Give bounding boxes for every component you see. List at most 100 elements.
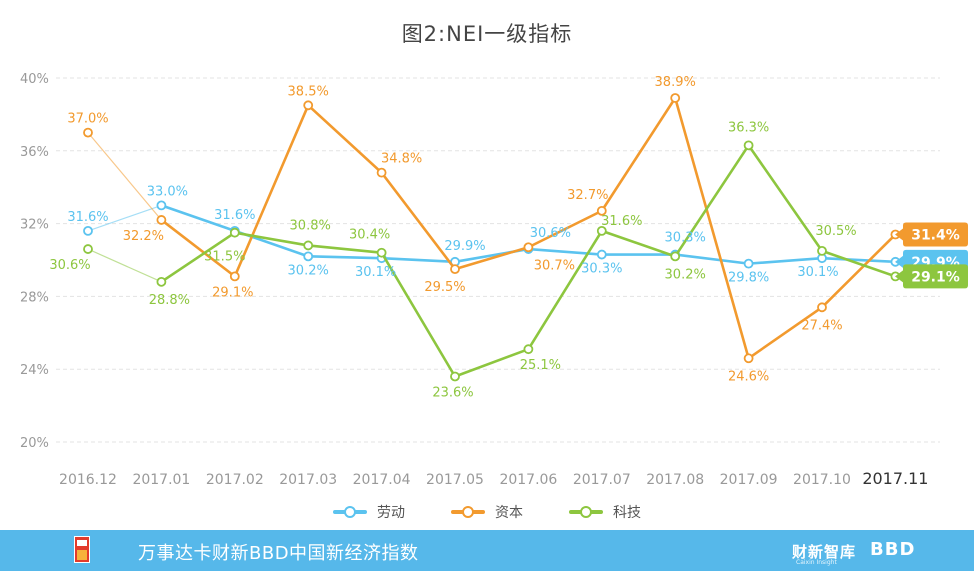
data-label: 30.6%: [530, 226, 571, 241]
chart-title: 图2:NEI一级指标: [401, 22, 573, 46]
series-line-segment: [380, 171, 457, 271]
series-line-segment: [380, 256, 457, 264]
legend-swatch-icon: [333, 506, 367, 518]
x-tick-label: 2016.12: [59, 472, 117, 488]
data-point: [450, 371, 460, 382]
data-point: [596, 249, 607, 260]
data-point: [817, 302, 827, 313]
caixin-insight-subtitle: Caixin Insight: [796, 559, 837, 566]
caixin-insight-logo: 财新智库: [792, 543, 857, 561]
end-tag-badge: [895, 264, 968, 289]
data-point: [523, 242, 534, 253]
data-label: 30.1%: [355, 265, 396, 280]
legend-swatch-icon: [569, 506, 603, 518]
footer-bar: 万事达卡财新BBD中国新经济指数 财新智库 Caixin Insight BBD: [0, 530, 974, 571]
grid-layer: [56, 77, 940, 443]
data-point: [303, 100, 314, 111]
data-label: 31.6%: [214, 208, 255, 223]
data-label: 29.8%: [728, 271, 769, 286]
series-line-segment: [600, 96, 677, 213]
series-line-segment: [820, 249, 897, 278]
data-point: [523, 344, 534, 355]
data-label: 30.2%: [288, 263, 329, 278]
data-label: 33.0%: [147, 184, 188, 199]
legend-swatch-icon: [451, 506, 485, 518]
legend-label: 资本: [495, 505, 523, 521]
data-label: 30.3%: [665, 231, 706, 246]
x-tick-label: 2017.07: [573, 472, 631, 488]
series-line-segment: [747, 306, 824, 360]
data-label: 37.0%: [67, 112, 108, 127]
data-label: 27.4%: [801, 318, 842, 333]
end-tag-label: 29.1%: [911, 269, 960, 285]
data-label: 23.6%: [432, 385, 473, 400]
x-tick-label: 2017.04: [353, 472, 411, 488]
series-line-segment: [747, 144, 824, 253]
data-label: 30.6%: [49, 258, 90, 273]
series-line-segment: [160, 218, 237, 278]
legend: 劳动 资本 科技: [0, 500, 974, 524]
series-layer: [83, 93, 901, 382]
data-label: 31.6%: [67, 210, 108, 225]
legend-item-technology[interactable]: 科技: [569, 502, 641, 522]
y-tick-label: 36%: [20, 145, 49, 160]
x-tick-label: 2017.02: [206, 472, 264, 488]
series-2: [83, 140, 901, 382]
data-label: 32.7%: [567, 188, 608, 203]
series-line-segment: [306, 244, 383, 255]
data-point: [743, 353, 754, 364]
data-point: [303, 240, 314, 251]
y-tick-label: 32%: [20, 218, 49, 233]
data-label: 30.4%: [349, 228, 390, 243]
end-value-tag: 31.4%: [895, 222, 968, 247]
data-label-layer: 31.6% 33.0% 31.6% 30.2% 30.1% 29.9% 30.6% 30.3%…: [49, 75, 856, 400]
data-label: 38.5%: [288, 84, 329, 99]
data-point: [83, 127, 93, 138]
x-axis: 2016.12 2017.01 2017.02 2017.03 2017.04 2017.…: [59, 469, 928, 488]
series-line-segment: [453, 347, 530, 378]
end-value-tag: 29.1%: [895, 264, 968, 289]
series-line-segment: [747, 256, 824, 265]
series-line-segment: [380, 251, 457, 378]
x-tick-label: 2017.08: [646, 472, 704, 488]
series-line-segment: [160, 231, 237, 284]
data-point: [743, 140, 754, 151]
bbd-logo: BBD: [870, 539, 916, 560]
series-line-segment: [600, 229, 677, 258]
legend-label: 劳动: [377, 505, 405, 521]
x-tick-label: 2017.03: [279, 472, 337, 488]
y-axis: 20% 24% 28% 32% 36% 40%: [20, 72, 49, 451]
data-label: 32.2%: [123, 229, 164, 244]
legend-label: 科技: [613, 505, 641, 521]
series-line-segment: [820, 233, 897, 309]
data-label: 25.1%: [520, 358, 561, 373]
data-point: [376, 167, 387, 178]
legend-item-labor[interactable]: 劳动: [333, 502, 405, 522]
data-label: 31.5%: [204, 250, 245, 265]
data-point: [83, 244, 93, 254]
data-label: 28.8%: [149, 293, 190, 308]
series-line-segment: [673, 96, 750, 360]
series-line-segment: [527, 247, 604, 256]
data-point: [450, 264, 460, 275]
series-line-segment: [527, 229, 604, 351]
series-line-segment: [820, 256, 897, 264]
data-label: 30.5%: [815, 224, 856, 239]
series-line-segment: [306, 104, 383, 174]
data-point: [670, 251, 681, 262]
end-tag-label: 31.4%: [911, 228, 960, 244]
x-tick-label: 2017.09: [720, 472, 778, 488]
footer-index-name: 万事达卡财新BBD中国新经济指数: [138, 543, 419, 564]
data-label: 34.8%: [381, 152, 422, 167]
data-point: [670, 93, 681, 103]
data-point: [83, 225, 93, 236]
series-line-segment: [306, 255, 383, 260]
data-label: 29.1%: [212, 285, 253, 300]
data-label: 30.2%: [665, 267, 706, 282]
data-label: 30.3%: [581, 262, 622, 277]
data-point: [229, 227, 240, 238]
data-label: 31.6%: [601, 214, 642, 229]
series-line-segment: [673, 253, 750, 265]
legend-item-capital[interactable]: 资本: [451, 502, 523, 522]
data-label: 24.6%: [728, 369, 769, 384]
